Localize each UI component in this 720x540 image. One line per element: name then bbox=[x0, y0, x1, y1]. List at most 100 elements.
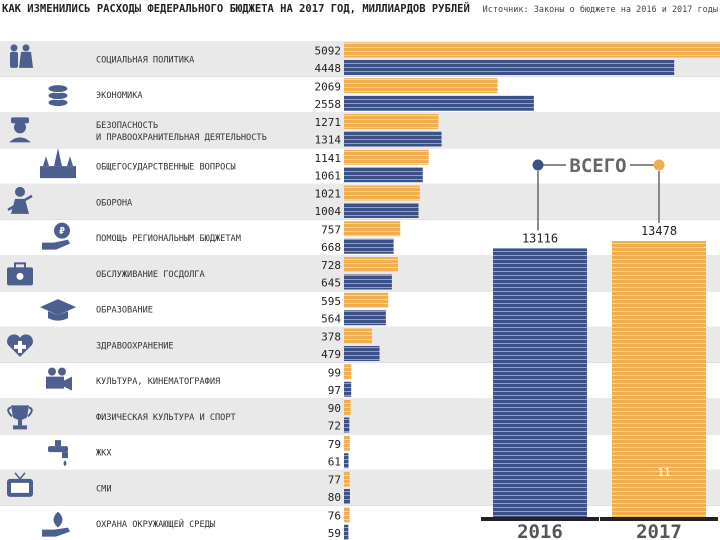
value-label-2016: 668 bbox=[321, 241, 341, 254]
value-label-2017: 757 bbox=[321, 223, 341, 236]
value-label-2017: 79 bbox=[328, 438, 341, 451]
bar-2017 bbox=[344, 364, 352, 380]
bar-2017 bbox=[344, 149, 429, 165]
value-label-2016: 479 bbox=[321, 348, 341, 361]
category-label: БЕЗОПАСНОСТЬ И ПРАВООХРАНИТЕЛЬНАЯ ДЕЯТЕЛЬ… bbox=[96, 121, 267, 143]
bar-2017 bbox=[344, 78, 498, 94]
category-labels: СОЦИАЛЬНАЯ ПОЛИТИКА ЭКОНОМИКА БЕЗОПАСНОСТЬ… bbox=[96, 55, 267, 530]
value-label-2017: 2069 bbox=[315, 80, 342, 93]
value-label-2016: 97 bbox=[328, 384, 341, 397]
category-icons: ₽ bbox=[7, 44, 76, 537]
kremlin-icon bbox=[40, 148, 76, 179]
bar-2016 bbox=[344, 381, 352, 397]
total-value-2016: 13116 bbox=[522, 231, 558, 245]
page-number: 11 bbox=[657, 466, 670, 479]
faucet-icon bbox=[48, 440, 68, 467]
trophy-icon bbox=[7, 405, 33, 430]
value-label-2017: 728 bbox=[321, 259, 341, 272]
totals-dot-2016 bbox=[532, 159, 544, 171]
value-label-2017: 1141 bbox=[315, 152, 342, 165]
bar-2017 bbox=[344, 400, 351, 415]
value-label-2016: 1061 bbox=[315, 169, 342, 182]
source-note: Источник: Законы о бюджете на 2016 и 201… bbox=[483, 4, 718, 15]
bar-2017 bbox=[344, 42, 720, 58]
value-label-2017: 99 bbox=[328, 366, 341, 379]
category-label: СМИ bbox=[96, 484, 112, 494]
bar-2016 bbox=[344, 167, 423, 183]
graduation-cap-icon bbox=[40, 299, 76, 321]
tv-icon bbox=[7, 472, 33, 497]
category-band bbox=[0, 470, 720, 506]
camera-icon bbox=[46, 367, 72, 391]
bar-2017 bbox=[344, 185, 420, 201]
value-label-2016: 1004 bbox=[315, 205, 342, 218]
value-label-2016: 72 bbox=[328, 420, 341, 433]
category-label: ОХРАНА ОКРУЖАЮЩЕЙ СРЕДЫ bbox=[96, 518, 215, 530]
total-year-2016: 2016 bbox=[517, 521, 563, 540]
bar-2017 bbox=[344, 507, 350, 523]
category-band bbox=[0, 398, 720, 435]
bar-2017 bbox=[344, 292, 389, 308]
coins-icon bbox=[47, 84, 69, 108]
chart-title: КАК ИЗМЕНИЛИСЬ РАСХОДЫ ФЕДЕРАЛЬНОГО БЮДЖ… bbox=[2, 2, 470, 15]
bar-2016 bbox=[344, 524, 349, 540]
svg-text:₽: ₽ bbox=[59, 226, 65, 237]
category-label: ЭКОНОМИКА bbox=[96, 91, 143, 101]
value-label-2016: 645 bbox=[321, 277, 341, 290]
bar-2016 bbox=[344, 453, 349, 469]
category-label: ОБСЛУЖИВАНИЕ ГОСДОЛГА bbox=[96, 270, 205, 280]
value-label-2017: 77 bbox=[328, 474, 341, 487]
briefcase-icon bbox=[7, 262, 33, 286]
total-bar-2016 bbox=[493, 248, 587, 517]
bar-2017 bbox=[344, 328, 373, 344]
category-label: ЗДРАВООХРАНЕНИЕ bbox=[96, 341, 174, 351]
bar-2016 bbox=[344, 60, 675, 75]
value-label-2017: 76 bbox=[328, 509, 341, 522]
total-year-2017: 2017 bbox=[636, 521, 682, 540]
total-baseline bbox=[600, 517, 718, 521]
value-label-2016: 80 bbox=[328, 491, 341, 504]
bar-2016 bbox=[344, 131, 442, 147]
bar-2016 bbox=[344, 417, 350, 433]
value-label-2016: 61 bbox=[328, 455, 341, 468]
total-value-2017: 13478 bbox=[641, 224, 677, 238]
value-label-2017: 595 bbox=[321, 295, 341, 308]
value-label-2017: 90 bbox=[328, 402, 341, 415]
value-label-2017: 1021 bbox=[315, 188, 342, 201]
value-label-2016: 2558 bbox=[315, 98, 342, 111]
category-label: ОБЩЕГОСУДАРСТВЕННЫЕ ВОПРОСЫ bbox=[96, 163, 236, 173]
eco-hand-icon bbox=[42, 511, 70, 537]
ruble-hand-icon: ₽ bbox=[42, 222, 70, 250]
value-label-2016: 1314 bbox=[315, 134, 342, 147]
bar-2017 bbox=[344, 471, 350, 487]
value-label-2016: 564 bbox=[321, 312, 341, 325]
bar-2016 bbox=[344, 95, 534, 111]
value-label-2017: 1271 bbox=[315, 116, 342, 129]
category-label: КУЛЬТУРА, КИНЕМАТОГРАФИЯ bbox=[96, 377, 220, 387]
category-label: СОЦИАЛЬНАЯ ПОЛИТИКА bbox=[96, 55, 195, 65]
bar-2016 bbox=[344, 203, 419, 218]
total-baseline bbox=[481, 517, 599, 521]
bar-2016 bbox=[344, 274, 392, 290]
heart-cross-icon bbox=[7, 334, 33, 357]
soldier-icon bbox=[7, 186, 33, 214]
value-label-2017: 378 bbox=[321, 331, 341, 344]
value-label-2016: 4448 bbox=[315, 62, 342, 75]
value-label-2016: 59 bbox=[328, 527, 341, 540]
value-label-2017: 5092 bbox=[315, 45, 342, 58]
category-label: ОБРАЗОВАНИЕ bbox=[96, 306, 153, 316]
totals-title: ВСЕГО bbox=[569, 155, 626, 177]
bar-2017 bbox=[344, 435, 350, 451]
totals-dot-2017 bbox=[653, 159, 665, 171]
category-label: ПОМОЩЬ РЕГИОНАЛЬНЫМ БЮДЖЕТАМ bbox=[96, 234, 241, 244]
category-label: ОБОРОНА bbox=[96, 198, 133, 208]
bar-2016 bbox=[344, 346, 380, 361]
category-label: ЖКХ bbox=[96, 449, 112, 459]
bar-2016 bbox=[344, 489, 350, 504]
totals-chart: ВСЕГО 13116 2016 13478 2017 bbox=[481, 155, 718, 540]
category-label: ФИЗИЧЕСКАЯ КУЛЬТУРА И СПОРТ bbox=[96, 413, 236, 423]
bar-2016 bbox=[344, 238, 394, 254]
bar-2016 bbox=[344, 310, 386, 326]
